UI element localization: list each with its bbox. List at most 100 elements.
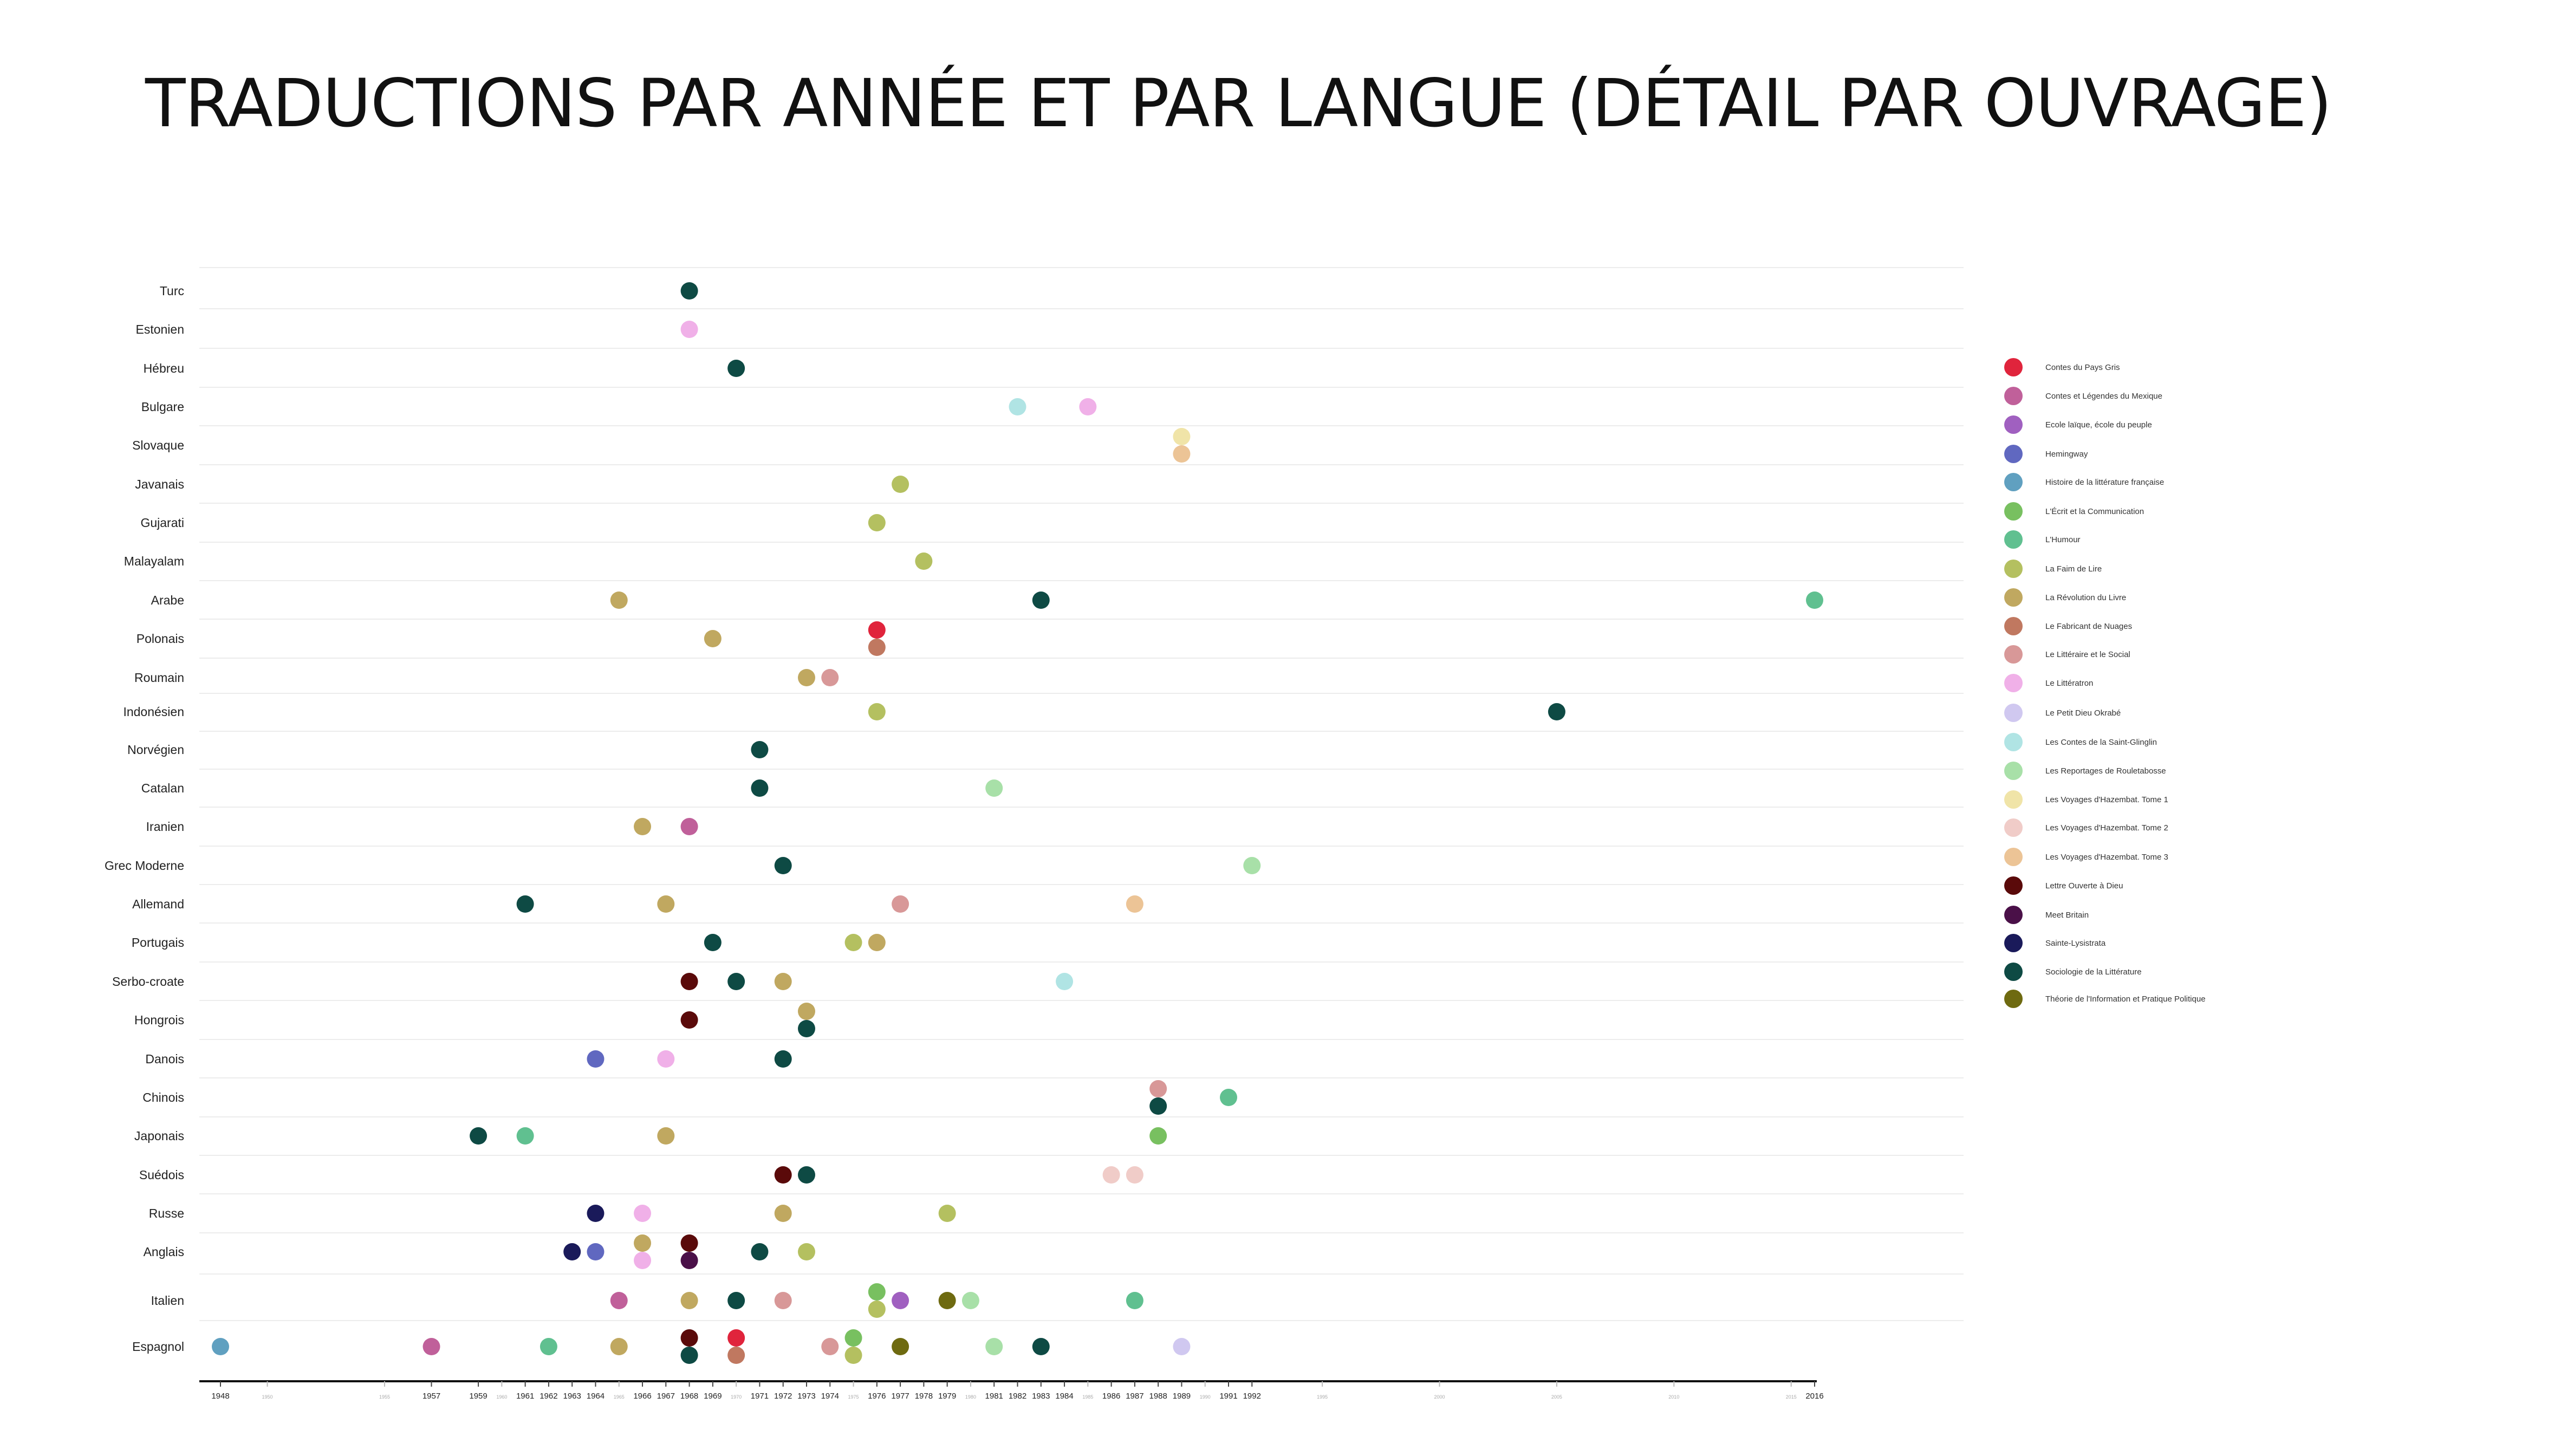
data-point[interactable]	[774, 1292, 792, 1309]
data-point[interactable]	[680, 1329, 698, 1347]
data-point[interactable]	[680, 1234, 698, 1252]
data-point[interactable]	[774, 973, 792, 990]
data-point[interactable]	[868, 1301, 886, 1318]
data-point[interactable]	[212, 1338, 229, 1355]
data-point[interactable]	[797, 1243, 815, 1260]
data-point[interactable]	[961, 1292, 979, 1309]
data-point[interactable]	[516, 1127, 534, 1145]
data-point[interactable]	[868, 514, 886, 531]
data-point[interactable]	[423, 1338, 440, 1355]
data-point[interactable]	[610, 1338, 628, 1355]
data-point[interactable]	[1149, 1097, 1167, 1115]
data-point[interactable]	[868, 934, 886, 951]
data-point[interactable]	[1009, 398, 1026, 415]
data-point[interactable]	[634, 1205, 652, 1222]
data-point[interactable]	[1173, 445, 1191, 463]
data-point[interactable]	[704, 630, 722, 647]
x-tick-label: 1991	[1219, 1392, 1237, 1401]
data-point[interactable]	[1032, 592, 1050, 609]
data-point[interactable]	[844, 1347, 862, 1364]
data-point[interactable]	[634, 818, 652, 835]
data-point[interactable]	[774, 1205, 792, 1222]
data-point[interactable]	[821, 669, 839, 686]
data-point[interactable]	[1079, 398, 1097, 415]
data-point[interactable]	[868, 639, 886, 656]
legend-item: La Faim de Lire	[2004, 558, 2102, 580]
data-point[interactable]	[892, 895, 909, 913]
data-point[interactable]	[1056, 973, 1074, 990]
data-point[interactable]	[587, 1243, 605, 1260]
data-point[interactable]	[680, 1292, 698, 1309]
data-point[interactable]	[727, 1292, 745, 1309]
data-point[interactable]	[774, 857, 792, 874]
data-point[interactable]	[680, 1252, 698, 1269]
data-point[interactable]	[727, 973, 745, 990]
data-point[interactable]	[892, 1292, 909, 1309]
data-point[interactable]	[610, 1292, 628, 1309]
data-point[interactable]	[751, 779, 769, 797]
data-point[interactable]	[938, 1292, 956, 1309]
data-point[interactable]	[751, 1243, 769, 1260]
data-point[interactable]	[868, 621, 886, 639]
data-point[interactable]	[680, 1347, 698, 1364]
data-point[interactable]	[844, 1329, 862, 1347]
data-point[interactable]	[1243, 857, 1261, 874]
data-point[interactable]	[657, 1050, 675, 1068]
data-point[interactable]	[1806, 592, 1823, 609]
data-point[interactable]	[680, 973, 698, 990]
data-point[interactable]	[1149, 1080, 1167, 1097]
data-point[interactable]	[727, 1347, 745, 1364]
data-point[interactable]	[1126, 1166, 1143, 1184]
legend-swatch	[2004, 617, 2023, 635]
data-point[interactable]	[797, 1003, 815, 1020]
data-point[interactable]	[680, 818, 698, 835]
data-point[interactable]	[938, 1205, 956, 1222]
legend-swatch	[2004, 704, 2023, 722]
data-point[interactable]	[657, 1127, 675, 1145]
data-point[interactable]	[774, 1050, 792, 1068]
data-point[interactable]	[821, 1338, 839, 1355]
data-point[interactable]	[868, 703, 886, 720]
data-point[interactable]	[516, 895, 534, 913]
category-label: Javanais	[135, 477, 184, 491]
data-point[interactable]	[704, 934, 722, 951]
data-point[interactable]	[1126, 1292, 1143, 1309]
data-point[interactable]	[797, 1166, 815, 1184]
data-point[interactable]	[587, 1205, 605, 1222]
data-point[interactable]	[1173, 1338, 1191, 1355]
data-point[interactable]	[892, 476, 909, 493]
data-point[interactable]	[727, 360, 745, 377]
data-point[interactable]	[1173, 428, 1191, 445]
data-point[interactable]	[1126, 895, 1143, 913]
data-point[interactable]	[634, 1234, 652, 1252]
data-point[interactable]	[774, 1166, 792, 1184]
category-label: Italien	[151, 1294, 184, 1308]
data-point[interactable]	[610, 592, 628, 609]
data-point[interactable]	[680, 1011, 698, 1029]
data-point[interactable]	[844, 934, 862, 951]
data-point[interactable]	[892, 1338, 909, 1355]
data-point[interactable]	[470, 1127, 488, 1145]
data-point[interactable]	[680, 321, 698, 338]
data-point[interactable]	[915, 552, 933, 570]
data-point[interactable]	[540, 1338, 557, 1355]
data-point[interactable]	[587, 1050, 605, 1068]
data-point[interactable]	[797, 669, 815, 686]
data-point[interactable]	[1220, 1089, 1238, 1106]
data-point[interactable]	[985, 1338, 1003, 1355]
data-point[interactable]	[563, 1243, 581, 1260]
data-point[interactable]	[680, 282, 698, 300]
data-point[interactable]	[634, 1252, 652, 1269]
data-point[interactable]	[797, 1020, 815, 1037]
data-point[interactable]	[1548, 703, 1565, 720]
data-point[interactable]	[1032, 1338, 1050, 1355]
data-point[interactable]	[985, 779, 1003, 797]
data-point[interactable]	[1149, 1127, 1167, 1145]
data-point[interactable]	[1102, 1166, 1120, 1184]
data-point[interactable]	[727, 1329, 745, 1347]
legend-label: Le Littératron	[2045, 678, 2094, 688]
data-point[interactable]	[868, 1283, 886, 1301]
data-point[interactable]	[657, 895, 675, 913]
data-point[interactable]	[751, 741, 769, 758]
category-label: Portugais	[132, 935, 184, 950]
